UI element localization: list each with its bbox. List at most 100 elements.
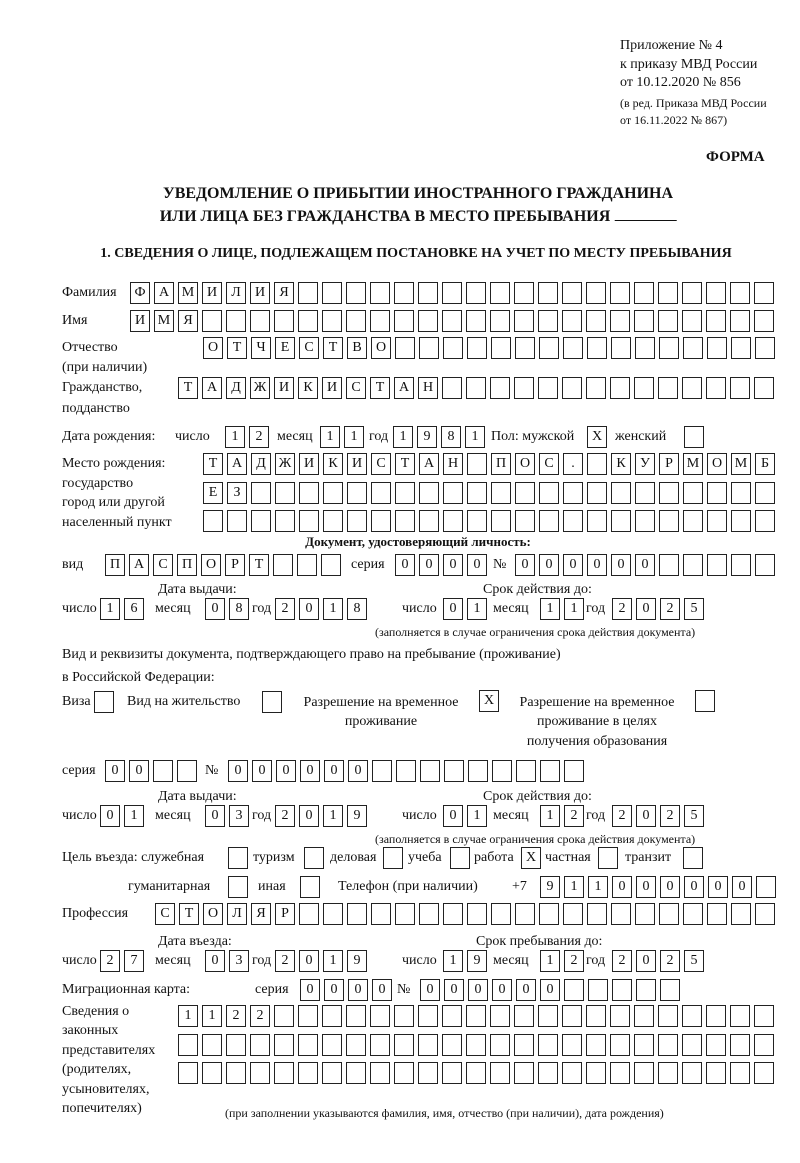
char-box[interactable] xyxy=(396,760,416,782)
purpose-tourism-checkbox[interactable] xyxy=(304,847,324,869)
char-box[interactable] xyxy=(490,1005,510,1027)
char-box[interactable] xyxy=(467,510,487,532)
char-box[interactable] xyxy=(635,482,655,504)
char-box[interactable] xyxy=(612,979,632,1001)
char-box[interactable] xyxy=(322,282,342,304)
char-box[interactable]: 9 xyxy=(347,950,367,972)
char-box[interactable]: Я xyxy=(251,903,271,925)
char-box[interactable]: 0 xyxy=(708,876,728,898)
char-box[interactable]: 0 xyxy=(636,805,656,827)
char-box[interactable]: 2 xyxy=(660,950,680,972)
char-box[interactable] xyxy=(491,482,511,504)
char-box[interactable]: 0 xyxy=(444,979,464,1001)
char-box[interactable]: 9 xyxy=(540,876,560,898)
char-box[interactable] xyxy=(370,310,390,332)
char-box[interactable] xyxy=(514,1034,534,1056)
char-box[interactable] xyxy=(395,510,415,532)
char-box[interactable] xyxy=(683,482,703,504)
char-box[interactable]: А xyxy=(419,453,439,475)
char-box[interactable] xyxy=(683,337,703,359)
char-box[interactable] xyxy=(587,453,607,475)
char-box[interactable] xyxy=(586,377,606,399)
char-box[interactable] xyxy=(682,282,702,304)
char-box[interactable]: 2 xyxy=(100,950,120,972)
char-box[interactable]: 1 xyxy=(202,1005,222,1027)
char-box[interactable] xyxy=(203,510,223,532)
char-box[interactable] xyxy=(562,310,582,332)
char-box[interactable] xyxy=(731,510,751,532)
char-box[interactable] xyxy=(514,1005,534,1027)
char-box[interactable]: 7 xyxy=(124,950,144,972)
sex-male-checkbox[interactable]: X xyxy=(587,426,607,448)
char-box[interactable]: 0 xyxy=(540,979,560,1001)
char-box[interactable] xyxy=(418,310,438,332)
char-box[interactable] xyxy=(322,1005,342,1027)
char-box[interactable]: 1 xyxy=(323,805,343,827)
char-box[interactable] xyxy=(394,1034,414,1056)
char-box[interactable] xyxy=(634,377,654,399)
char-box[interactable]: Т xyxy=(323,337,343,359)
char-box[interactable] xyxy=(658,1062,678,1084)
char-box[interactable] xyxy=(492,760,512,782)
char-box[interactable]: 0 xyxy=(492,979,512,1001)
temp-residence-edu-checkbox[interactable] xyxy=(695,690,715,712)
char-box[interactable] xyxy=(347,510,367,532)
char-box[interactable]: Е xyxy=(275,337,295,359)
char-box[interactable]: 0 xyxy=(228,760,248,782)
char-box[interactable] xyxy=(516,760,536,782)
char-box[interactable]: 0 xyxy=(299,805,319,827)
char-box[interactable]: 2 xyxy=(275,598,295,620)
char-box[interactable]: 0 xyxy=(372,979,392,1001)
char-box[interactable] xyxy=(610,377,630,399)
char-box[interactable] xyxy=(731,482,751,504)
char-box[interactable] xyxy=(707,510,727,532)
char-box[interactable] xyxy=(322,1062,342,1084)
char-box[interactable]: О xyxy=(201,554,221,576)
char-box[interactable] xyxy=(539,903,559,925)
char-box[interactable] xyxy=(274,310,294,332)
char-box[interactable]: Л xyxy=(226,282,246,304)
char-box[interactable] xyxy=(707,903,727,925)
char-box[interactable]: У xyxy=(635,453,655,475)
char-box[interactable]: М xyxy=(154,310,174,332)
checkbox[interactable] xyxy=(262,691,282,713)
char-box[interactable] xyxy=(682,377,702,399)
char-box[interactable] xyxy=(323,903,343,925)
char-box[interactable]: Р xyxy=(275,903,295,925)
char-box[interactable] xyxy=(466,377,486,399)
char-box[interactable]: 2 xyxy=(564,805,584,827)
char-box[interactable]: М xyxy=(178,282,198,304)
char-box[interactable] xyxy=(515,482,535,504)
char-box[interactable] xyxy=(178,1034,198,1056)
char-box[interactable] xyxy=(443,337,463,359)
char-box[interactable]: Т xyxy=(370,377,390,399)
char-box[interactable] xyxy=(707,554,727,576)
char-box[interactable] xyxy=(658,282,678,304)
char-box[interactable]: Ф xyxy=(130,282,150,304)
char-box[interactable] xyxy=(371,510,391,532)
char-box[interactable] xyxy=(707,337,727,359)
char-box[interactable] xyxy=(274,1005,294,1027)
char-box[interactable]: 0 xyxy=(419,554,439,576)
char-box[interactable]: 8 xyxy=(441,426,461,448)
char-box[interactable]: 0 xyxy=(636,876,656,898)
char-box[interactable]: 2 xyxy=(660,805,680,827)
char-box[interactable] xyxy=(731,554,751,576)
char-box[interactable] xyxy=(346,282,366,304)
char-box[interactable]: 1 xyxy=(393,426,413,448)
char-box[interactable] xyxy=(658,377,678,399)
char-box[interactable]: 0 xyxy=(205,805,225,827)
char-box[interactable]: И xyxy=(202,282,222,304)
char-box[interactable]: 1 xyxy=(588,876,608,898)
char-box[interactable]: 2 xyxy=(660,598,680,620)
